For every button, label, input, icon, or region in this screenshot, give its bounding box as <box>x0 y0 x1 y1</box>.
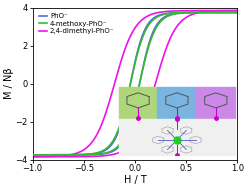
X-axis label: H / T: H / T <box>124 175 146 185</box>
Y-axis label: M / Nβ: M / Nβ <box>4 68 14 99</box>
Legend: PhO⁻, 4-methoxy-PhO⁻, 2,4-dimethyl-PhO⁻: PhO⁻, 4-methoxy-PhO⁻, 2,4-dimethyl-PhO⁻ <box>38 13 115 35</box>
